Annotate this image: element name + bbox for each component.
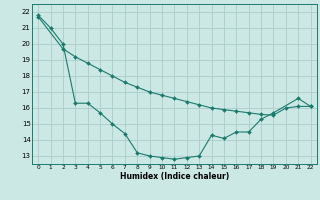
X-axis label: Humidex (Indice chaleur): Humidex (Indice chaleur) [120, 172, 229, 181]
